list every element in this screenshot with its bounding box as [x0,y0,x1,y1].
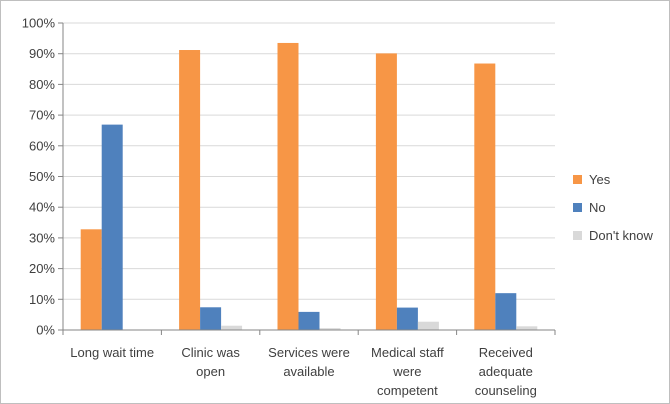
category-label: Clinic was open [181,345,240,379]
y-tick-label: 20% [29,261,55,276]
category-label: Services were available [268,345,350,379]
bar-no [298,311,320,330]
legend-item: No [573,200,606,215]
bars [80,42,538,331]
bar-yes [80,229,102,330]
bar-yes [277,42,299,331]
legend: Yes No Don't know [573,172,654,243]
category-label: Received adequate counseling [475,345,537,398]
y-axis-ticks: 0% 10% 20% 30% 40% 50% 60% 70% 80% 90% 100% [22,16,63,338]
y-tick-label: 70% [29,108,55,123]
legend-item: Yes [573,172,611,187]
bar-don-t-know [516,326,538,330]
y-tick-label: 90% [29,46,55,61]
bar-yes [375,53,397,330]
bar-no [200,307,222,330]
bar-no [396,307,418,330]
legend-label: No [589,200,606,215]
bar-no [495,293,517,330]
legend-swatch [573,175,582,184]
y-tick-label: 10% [29,292,55,307]
legend-swatch [573,231,582,240]
category-label: Long wait time [70,345,154,360]
y-tick-label: 40% [29,200,55,215]
legend-label: Yes [589,172,611,187]
bar-yes [179,50,201,331]
y-tick-label: 80% [29,77,55,92]
legend-swatch [573,203,582,212]
gridlines [63,22,555,300]
legend-item: Don't know [573,228,654,243]
bar-yes [474,63,496,331]
y-tick-label: 50% [29,169,55,184]
y-tick-label: 0% [36,323,55,338]
category-labels: Long wait time Clinic was open Services wer… [70,345,537,398]
y-tick-label: 30% [29,230,55,245]
category-label: Medical staff were competent [371,345,444,398]
y-tick-label: 100% [22,16,56,31]
legend-label: Don't know [589,228,654,243]
y-tick-label: 60% [29,138,55,153]
x-axis [62,23,556,335]
bar-don-t-know [417,321,439,330]
bar-don-t-know [319,328,341,330]
bar-don-t-know [221,325,243,330]
bar-no [101,124,123,330]
